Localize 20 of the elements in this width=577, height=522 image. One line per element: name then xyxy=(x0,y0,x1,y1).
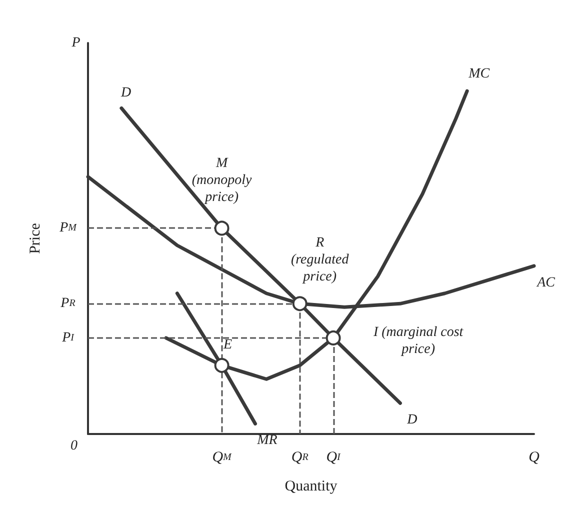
text: P xyxy=(70,36,81,50)
y-axis-title: Price xyxy=(28,222,44,254)
text: 0 xyxy=(70,438,78,454)
x-axis-title: Quantity xyxy=(284,478,338,494)
series-label: D xyxy=(406,412,418,428)
series-label: AC xyxy=(536,275,556,290)
annotation: I (marginal cost price) xyxy=(372,324,464,357)
text: PR xyxy=(60,296,76,312)
annotation: D xyxy=(120,86,132,100)
annotation: M (monopoly price) xyxy=(192,156,253,206)
series-label: MR xyxy=(256,433,278,448)
text: PM xyxy=(58,220,78,236)
annotation: E xyxy=(222,337,233,352)
x-tick-label: QM xyxy=(212,450,232,466)
series-label: MC xyxy=(468,66,490,82)
x-tick-label: QR xyxy=(291,450,308,466)
annotation: R (regulated price) xyxy=(290,236,350,285)
x-tick-label: Q xyxy=(528,450,540,466)
x-tick-label: QI xyxy=(326,450,342,466)
text: PI xyxy=(61,330,75,346)
